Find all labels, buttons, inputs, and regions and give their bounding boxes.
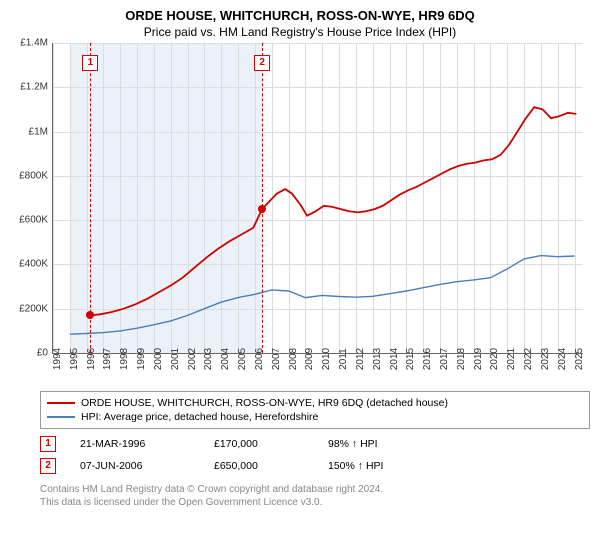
y-axis-label: £600K (19, 215, 48, 226)
transaction-date: 07-JUN-2006 (80, 460, 190, 472)
series-hpi (70, 256, 575, 335)
transaction-date: 21-MAR-1996 (80, 438, 190, 450)
transaction-badge: 2 (40, 458, 56, 474)
sale-marker-badge: 2 (254, 55, 270, 71)
transaction-price: £170,000 (214, 438, 304, 450)
chart-area: 12 £0£200K£400K£600K£800K£1M£1.2M£1.4M19… (40, 43, 600, 383)
transactions-table: 1 21-MAR-1996 £170,000 98% ↑ HPI 2 07-JUN-200… (40, 433, 590, 477)
footer-line-1: Contains HM Land Registry data © Crown c… (40, 483, 590, 496)
y-axis-label: £200K (19, 303, 48, 314)
series-property (90, 107, 576, 315)
transaction-vs-hpi: 98% ↑ HPI (328, 438, 448, 450)
y-axis-label: £800K (19, 170, 48, 181)
y-axis-label: £1.4M (20, 38, 48, 49)
footer-attribution: Contains HM Land Registry data © Crown c… (40, 483, 590, 509)
legend-label: HPI: Average price, detached house, Here… (81, 411, 318, 423)
line-series-svg (53, 43, 583, 353)
transaction-badge: 1 (40, 436, 56, 452)
chart-title: ORDE HOUSE, WHITCHURCH, ROSS-ON-WYE, HR9… (0, 0, 600, 23)
sale-marker-dot (258, 205, 266, 213)
chart-subtitle: Price paid vs. HM Land Registry's House … (0, 23, 600, 43)
transaction-row: 1 21-MAR-1996 £170,000 98% ↑ HPI (40, 433, 590, 455)
legend-swatch (47, 416, 75, 418)
transaction-vs-hpi: 150% ↑ HPI (328, 460, 448, 472)
legend-swatch (47, 402, 75, 404)
y-axis-label: £400K (19, 259, 48, 270)
y-axis-label: £0 (37, 348, 48, 359)
legend-label: ORDE HOUSE, WHITCHURCH, ROSS-ON-WYE, HR9… (81, 397, 448, 409)
legend-item: ORDE HOUSE, WHITCHURCH, ROSS-ON-WYE, HR9… (47, 396, 583, 410)
sale-marker-badge: 1 (82, 55, 98, 71)
sale-marker-line (262, 43, 263, 353)
footer-line-2: This data is licensed under the Open Gov… (40, 496, 590, 509)
transaction-row: 2 07-JUN-2006 £650,000 150% ↑ HPI (40, 455, 590, 477)
y-axis-label: £1M (29, 126, 48, 137)
y-axis-label: £1.2M (20, 82, 48, 93)
sale-marker-dot (86, 311, 94, 319)
plot: 12 (52, 43, 583, 354)
legend: ORDE HOUSE, WHITCHURCH, ROSS-ON-WYE, HR9… (40, 391, 590, 429)
legend-item: HPI: Average price, detached house, Here… (47, 410, 583, 424)
sale-marker-line (90, 43, 91, 353)
transaction-price: £650,000 (214, 460, 304, 472)
